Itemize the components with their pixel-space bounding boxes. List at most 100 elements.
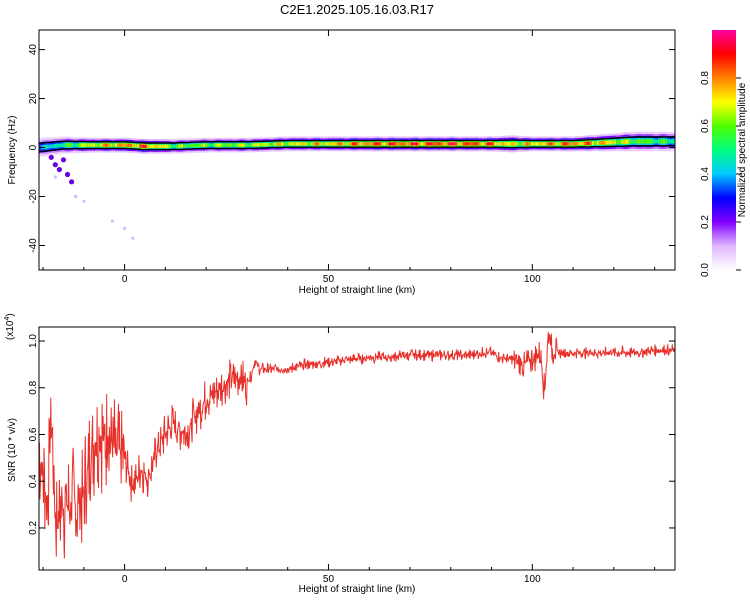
heatmap-cell	[97, 143, 101, 147]
heatmap-cell	[102, 143, 106, 147]
spectrogram-panel: -40 -20 0 20 40 0 50 100 Height of straight li…	[7, 29, 676, 296]
heatmap-cell	[511, 141, 514, 146]
heatmap-cell	[136, 144, 140, 148]
snr-y-label: SNR (10 * v/v)	[7, 418, 18, 482]
heatmap-cell	[589, 141, 593, 145]
spectrogram-y-label: Frequency (Hz)	[7, 116, 18, 185]
heatmap-cell	[423, 142, 426, 146]
heatmap-cell	[212, 143, 216, 147]
heatmap-cell	[374, 142, 377, 146]
heatmap-cell	[327, 142, 331, 146]
heatmap-cell	[144, 144, 147, 148]
heatmap-cell	[562, 142, 566, 146]
heatmap-cell	[481, 142, 485, 146]
heatmap-cell	[665, 139, 668, 144]
snr-panel: 0.2 0.4 0.6 0.8 1.0 0 50 100 Height of straigh…	[4, 313, 676, 595]
heatmap-cell	[513, 142, 517, 146]
heatmap-cell	[604, 140, 607, 145]
heatmap-cell	[427, 142, 431, 146]
heatmap-cell	[464, 142, 468, 146]
heatmap-cell	[334, 142, 338, 146]
heatmap-cell	[398, 142, 402, 146]
heatmap-cell	[87, 143, 91, 147]
heatmap-cell	[317, 142, 321, 146]
heatmap-cell	[599, 141, 602, 145]
heatmap-scatter-point	[131, 236, 135, 240]
heatmap-cell	[75, 143, 79, 147]
x-tick-label: 50	[323, 574, 335, 585]
heatmap-cell	[391, 142, 394, 146]
heatmap-cell	[200, 143, 204, 147]
heatmap-cell	[538, 142, 541, 146]
heatmap-cell	[298, 142, 302, 146]
heatmap-cell	[672, 139, 675, 144]
heatmap-cell	[107, 143, 111, 147]
heatmap-cell	[286, 142, 289, 146]
y-tick-label: 0.6	[28, 427, 39, 441]
heatmap-cell	[246, 143, 250, 147]
heatmap-cell	[312, 142, 316, 146]
heatmap-cell	[46, 144, 50, 149]
heatmap-cell	[134, 144, 138, 148]
heatmap-cell	[281, 142, 284, 146]
heatmap-cell	[564, 142, 568, 146]
heatmap-cell	[525, 142, 529, 146]
heatmap-cell	[606, 140, 610, 145]
heatmap-cell	[254, 143, 258, 147]
heatmap-cell	[48, 144, 52, 149]
heatmap-cell	[496, 142, 500, 146]
heatmap-cell	[288, 142, 292, 146]
snr-line-layer	[39, 331, 675, 559]
heatmap-cell	[161, 144, 165, 148]
heatmap-cell	[295, 142, 299, 146]
heatmap-cell	[80, 143, 84, 147]
heatmap-cell	[516, 142, 519, 146]
colorbar: 0.0 0.2 0.4 0.6 0.8 Normalized spectral ampl…	[700, 30, 748, 277]
heatmap-cell	[542, 142, 546, 146]
heatmap-cell	[51, 144, 54, 149]
snr-frame	[38, 326, 676, 571]
spectrogram-y-ticks: -40 -20 0 20 40	[28, 44, 675, 253]
heatmap-cell	[207, 143, 211, 147]
snr-x-ticks: 0 50 100	[42, 327, 656, 585]
heatmap-cell	[508, 142, 512, 146]
x-tick-label: 100	[524, 274, 541, 285]
heatmap-cell	[596, 141, 600, 145]
heatmap-cell	[273, 142, 277, 146]
heatmap-cell	[633, 139, 637, 144]
spectrogram-x-ticks: 0 50 100	[42, 30, 656, 285]
heatmap-cell	[364, 142, 368, 146]
heatmap-cell	[127, 143, 130, 147]
heatmap-scatter-point	[110, 219, 114, 223]
spectrogram-x-label: Height of straight line (km)	[299, 285, 416, 296]
heatmap-cell	[202, 143, 206, 147]
heatmap-cell	[131, 144, 135, 148]
heatmap-cell	[215, 143, 218, 147]
heatmap-cell	[70, 143, 74, 147]
heatmap-cell	[61, 143, 64, 148]
heatmap-cell	[523, 142, 527, 146]
colorbar-tick-label: 0.0	[700, 263, 711, 277]
heatmap-cell	[530, 142, 534, 146]
heatmap-cell	[146, 144, 150, 148]
heatmap-cell	[114, 143, 118, 147]
heatmap-cell	[320, 142, 324, 146]
heatmap-cell	[435, 142, 439, 146]
heatmap-cell	[105, 143, 108, 147]
heatmap-cell	[283, 142, 287, 146]
heatmap-cell	[153, 144, 157, 148]
heatmap-cell	[322, 142, 326, 146]
heatmap-cell	[366, 142, 370, 146]
heatmap-cell	[401, 142, 404, 146]
heatmap-cell	[503, 142, 507, 146]
y-tick-label: 0.2	[28, 521, 39, 535]
heatmap-scatter-point	[74, 194, 78, 199]
heatmap-cell	[234, 143, 238, 147]
colorbar-ticks: 0.0 0.2 0.4 0.6 0.8	[700, 71, 741, 277]
heatmap-cell	[237, 143, 240, 147]
heatmap-cell	[175, 144, 179, 148]
heatmap-cell	[369, 142, 372, 146]
heatmap-cell	[459, 142, 463, 146]
heatmap-cell	[359, 142, 363, 146]
